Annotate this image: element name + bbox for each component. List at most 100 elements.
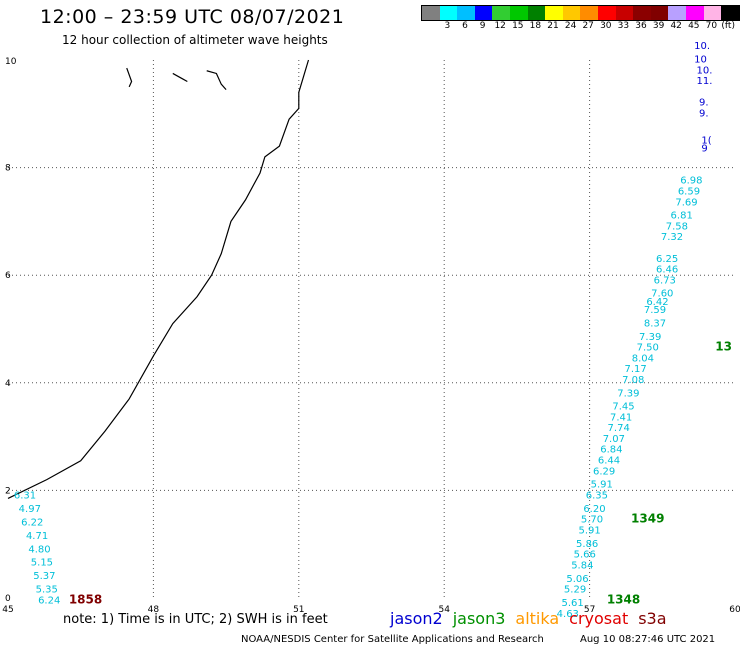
wave-height-value: 6.25 [656, 254, 678, 265]
wave-height-value: 8.04 [632, 353, 654, 364]
wave-height-value: 6.42 [646, 297, 668, 308]
wave-height-color-legend [421, 5, 740, 21]
y-tick-label: 4 [5, 379, 11, 389]
wave-height-value: 7.50 [637, 343, 659, 354]
x-tick-label: 48 [148, 605, 160, 615]
wave-height-value: 7.60 [651, 289, 673, 300]
legend-label: 27 [582, 21, 594, 31]
legend-swatch [562, 6, 581, 20]
y-tick-label: 6 [5, 271, 11, 281]
wave-height-value: 5.61 [562, 598, 584, 609]
legend-label: 24 [564, 21, 577, 31]
legend-swatch [668, 6, 686, 20]
wave-height-value: 5.91 [578, 525, 600, 536]
legend-swatch [615, 6, 634, 20]
pass-time-label: 13 [715, 340, 732, 354]
wave-height-value: 6.20 [583, 504, 605, 515]
wave-height-value: 6.73 [654, 275, 676, 286]
legend-swatch [685, 6, 704, 20]
wave-height-value: 5.35 [36, 585, 58, 596]
wave-height-value: 5.84 [571, 560, 593, 571]
legend-label: 30 [600, 21, 612, 31]
wave-height-value: 7.08 [622, 375, 644, 386]
wave-height-value: 7.32 [661, 232, 683, 243]
y-tick-label: 2 [5, 486, 11, 496]
legend-swatch [545, 6, 563, 20]
legend-label: 21 [547, 21, 559, 31]
legend-swatch [439, 6, 458, 20]
legend-swatch [650, 6, 669, 20]
wave-height-value: 7.39 [639, 332, 661, 343]
island-b [172, 72, 188, 83]
y-tick-label: 10 [5, 57, 17, 67]
wave-height-value: 6.29 [593, 466, 615, 477]
wave-height-value: 6.24 [38, 595, 60, 606]
map-subtitle: 12 hour collection of altimeter wave hei… [62, 33, 328, 47]
wave-height-value: 7.58 [666, 221, 688, 232]
island-c [206, 70, 227, 90]
wave-height-value: 7.59 [644, 305, 666, 316]
wave-height-value: 5.15 [31, 558, 53, 569]
legend-label: 18 [529, 21, 542, 31]
y-tick-label: 8 [5, 164, 11, 174]
legend-unit: (ft) [721, 21, 735, 31]
generation-timestamp: Aug 10 08:27:46 UTC 2021 [580, 634, 716, 645]
legend-swatch [633, 6, 651, 20]
wave-height-value: 6.81 [671, 211, 693, 222]
legend-label: 9 [479, 21, 486, 31]
wave-height-value: 10 [694, 55, 707, 66]
wave-height-value: 9 [701, 143, 707, 154]
legend-label: 12 [494, 21, 506, 31]
wave-height-value: 1( [701, 135, 711, 146]
wave-height-value: 11. [697, 76, 713, 87]
wave-height-value: 10. [694, 41, 710, 52]
wave-height-value: 7.69 [675, 197, 697, 208]
legend-swatch [492, 6, 510, 20]
wave-height-value: 7.17 [625, 364, 647, 375]
legend-swatch [457, 6, 475, 20]
wave-height-value: 7.45 [612, 402, 634, 413]
wave-height-value: 5.66 [574, 550, 596, 561]
wave-height-value: 4.63 [557, 609, 579, 620]
wave-height-value: 9. [699, 108, 709, 119]
legend-label: 70 [705, 21, 718, 31]
legend-swatch [509, 6, 528, 20]
wave-height-value: 8.37 [644, 318, 666, 329]
legend-label: 33 [617, 21, 630, 31]
wave-height-value: 6.35 [586, 490, 608, 501]
legend-swatch [580, 6, 598, 20]
wave-height-value: 6.44 [598, 456, 620, 467]
pass-time-label: 1858 [69, 592, 102, 606]
credit-line: NOAA/NESDIS Center for Satellite Applica… [241, 634, 544, 645]
wave-height-value: 5.29 [564, 585, 586, 596]
wave-height-value: 9. [699, 98, 709, 109]
legend-swatch [474, 6, 493, 20]
legend-label: 39 [652, 21, 665, 31]
wave-height-value: 6.31 [14, 490, 36, 501]
wave-height-value: 6.46 [656, 265, 678, 276]
x-tick-label: 54 [438, 605, 450, 615]
wave-height-value: 4.97 [19, 504, 41, 515]
wave-height-value: 7.41 [610, 412, 632, 423]
legend-label: 15 [512, 21, 524, 31]
y-tick-label: 0 [5, 594, 11, 604]
legend-swatch [721, 6, 739, 20]
wave-height-value: 5.91 [591, 480, 613, 491]
map-title: 12:00 – 23:59 UTC 08/07/2021 [40, 6, 345, 28]
satellite-legend-altika: altika [515, 609, 560, 628]
pass-time-label: 1348 [607, 592, 640, 606]
units-note: note: 1) Time is in UTC; 2) SWH is in fe… [63, 612, 328, 627]
wave-height-value: 5.06 [566, 574, 588, 585]
wave-height-value: 5.86 [576, 539, 598, 550]
legend-label: 45 [688, 21, 700, 31]
wave-height-value: 7.74 [608, 423, 630, 434]
satellite-legend-jason3: jason3 [452, 609, 506, 628]
wave-height-value: 6.22 [21, 517, 43, 528]
pass-time-label: 1349 [631, 512, 664, 526]
legend-label: 3 [444, 21, 451, 31]
island-a [126, 67, 133, 88]
wave-height-value: 10. [697, 65, 713, 76]
wave-height-value: 5.37 [33, 571, 55, 582]
wave-height-value: 6.98 [680, 176, 702, 187]
